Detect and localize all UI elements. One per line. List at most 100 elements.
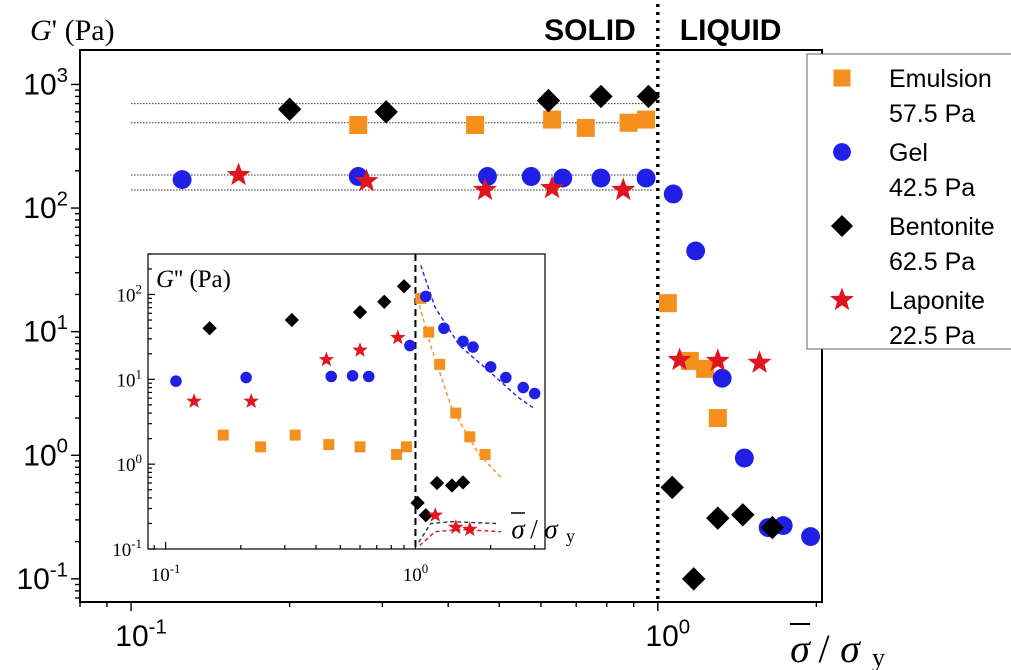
point-laponite [747,350,772,373]
inset-point-emulsion [400,441,412,453]
inset-x-axis-label: σ / σ y [511,512,575,546]
inset-point-gel [467,341,479,353]
inset-series-laponite [186,329,478,536]
inset-point-laponite [462,521,478,536]
x-tick-label: 100 [645,616,690,653]
point-emulsion [658,294,677,313]
point-gel [591,168,611,188]
inset-point-gel [438,322,450,335]
inset-fit-curve [420,265,536,410]
inset-point-emulsion [391,448,403,460]
inset-x-label-sigma-bar: σ [511,514,526,544]
y-tick-label: 10-1 [16,559,68,596]
point-bentonite [536,88,561,113]
legend-name-bentonite: Bentonite [889,213,995,241]
legend-marker-bentonite [830,214,854,238]
inset-point-gel [500,371,512,384]
legend-marker-laponite [830,287,854,311]
point-laponite [226,162,251,186]
inset-x-label-sigma: σ [544,514,559,544]
legend-yield-gel: 42.5 Pa [889,174,975,202]
x-label-slash: / [818,626,830,670]
point-laponite [540,175,564,199]
inset-point-emulsion [479,448,491,460]
inset-point-gel [528,387,541,400]
point-bentonite [636,84,661,109]
inset-point-gel [240,371,252,384]
point-emulsion [576,118,595,137]
inset-point-bentonite [418,508,433,523]
inset-point-gel [484,361,497,373]
point-gel [686,241,706,261]
x-axis-label: σ / σ y [790,623,885,670]
inset-y-tick-label: 100 [117,451,142,476]
inset-frame [147,253,546,550]
inset-point-bentonite [455,475,471,490]
point-gel [663,184,683,204]
inset-x-label-sub: y [566,526,575,546]
y-tick-label: 103 [23,65,68,102]
inset-point-bentonite [444,478,460,493]
point-bentonite [760,515,785,540]
inset-point-emulsion [255,441,267,453]
inset-y-tick-label: 10-1 [112,536,142,561]
inset-y-axis-label: G'' (Pa) [156,266,231,293]
y-tick-label: 100 [23,436,68,473]
x-tick-label: 10-1 [115,616,167,653]
region-label-liquid: LIQUID [680,14,782,47]
inset-point-laponite [352,342,368,357]
inset-x-label-slash: / [530,514,538,544]
inset-point-gel [420,290,432,303]
legend-name-emulsion: Emulsion [889,65,992,93]
point-bentonite [589,84,613,109]
legend-yield-bentonite: 62.5 Pa [889,248,975,276]
inset-point-emulsion [323,439,335,451]
inset-point-gel [362,370,375,383]
x-label-sigma-bar: σ [790,626,811,670]
legend-name-laponite: Laponite [889,287,985,315]
inset-point-bentonite [377,294,392,309]
point-laponite [354,168,379,192]
inset-point-gel [170,375,182,387]
main-plot: 103 102 101 100 10-1 10-1 100 SOLID LIQUID G' (Pa… [16,4,885,670]
inset-point-laponite [448,519,464,534]
inset-point-bentonite [284,312,299,328]
point-bentonite [660,475,684,500]
legend-yield-emulsion: 57.5 Pa [889,100,975,128]
inset-point-laponite [318,351,335,367]
point-bentonite [277,97,302,121]
point-laponite [473,177,497,201]
legend-yield-laponite: 22.5 Pa [889,322,975,350]
x-label-sigma: σ [840,626,861,670]
legend: Emulsion 57.5 Pa Gel 42.5 Pa Bentonite 62.5 P… [806,53,1011,350]
inset-point-bentonite [352,304,368,320]
inset-point-laponite [390,329,406,345]
inset-point-emulsion [434,358,446,370]
inset-point-emulsion [450,407,462,419]
inset-fit-curve [418,520,497,543]
inset-point-bentonite [396,279,412,294]
inset-series-bentonite [202,279,471,523]
inset-point-emulsion [354,441,366,453]
series-emulsion [349,110,727,428]
inset-point-bentonite [202,321,217,336]
inset-point-gel [457,335,469,348]
point-emulsion [349,115,368,134]
inset-point-bentonite [410,495,425,510]
legend-name-gel: Gel [889,139,928,167]
inset-y-tick-label: 102 [117,281,142,306]
inset-point-bentonite [429,475,445,491]
point-gel [521,167,541,186]
point-gel [553,168,573,188]
point-laponite [705,348,730,371]
legend-marker-emulsion [833,69,851,87]
point-gel [478,167,497,186]
region-label-solid: SOLID [544,14,636,47]
inset-point-laponite [186,393,202,408]
inset-y-tick-label: 101 [117,366,142,391]
point-gel [734,448,754,468]
y-tick-label: 101 [23,312,68,349]
point-emulsion [696,359,715,378]
